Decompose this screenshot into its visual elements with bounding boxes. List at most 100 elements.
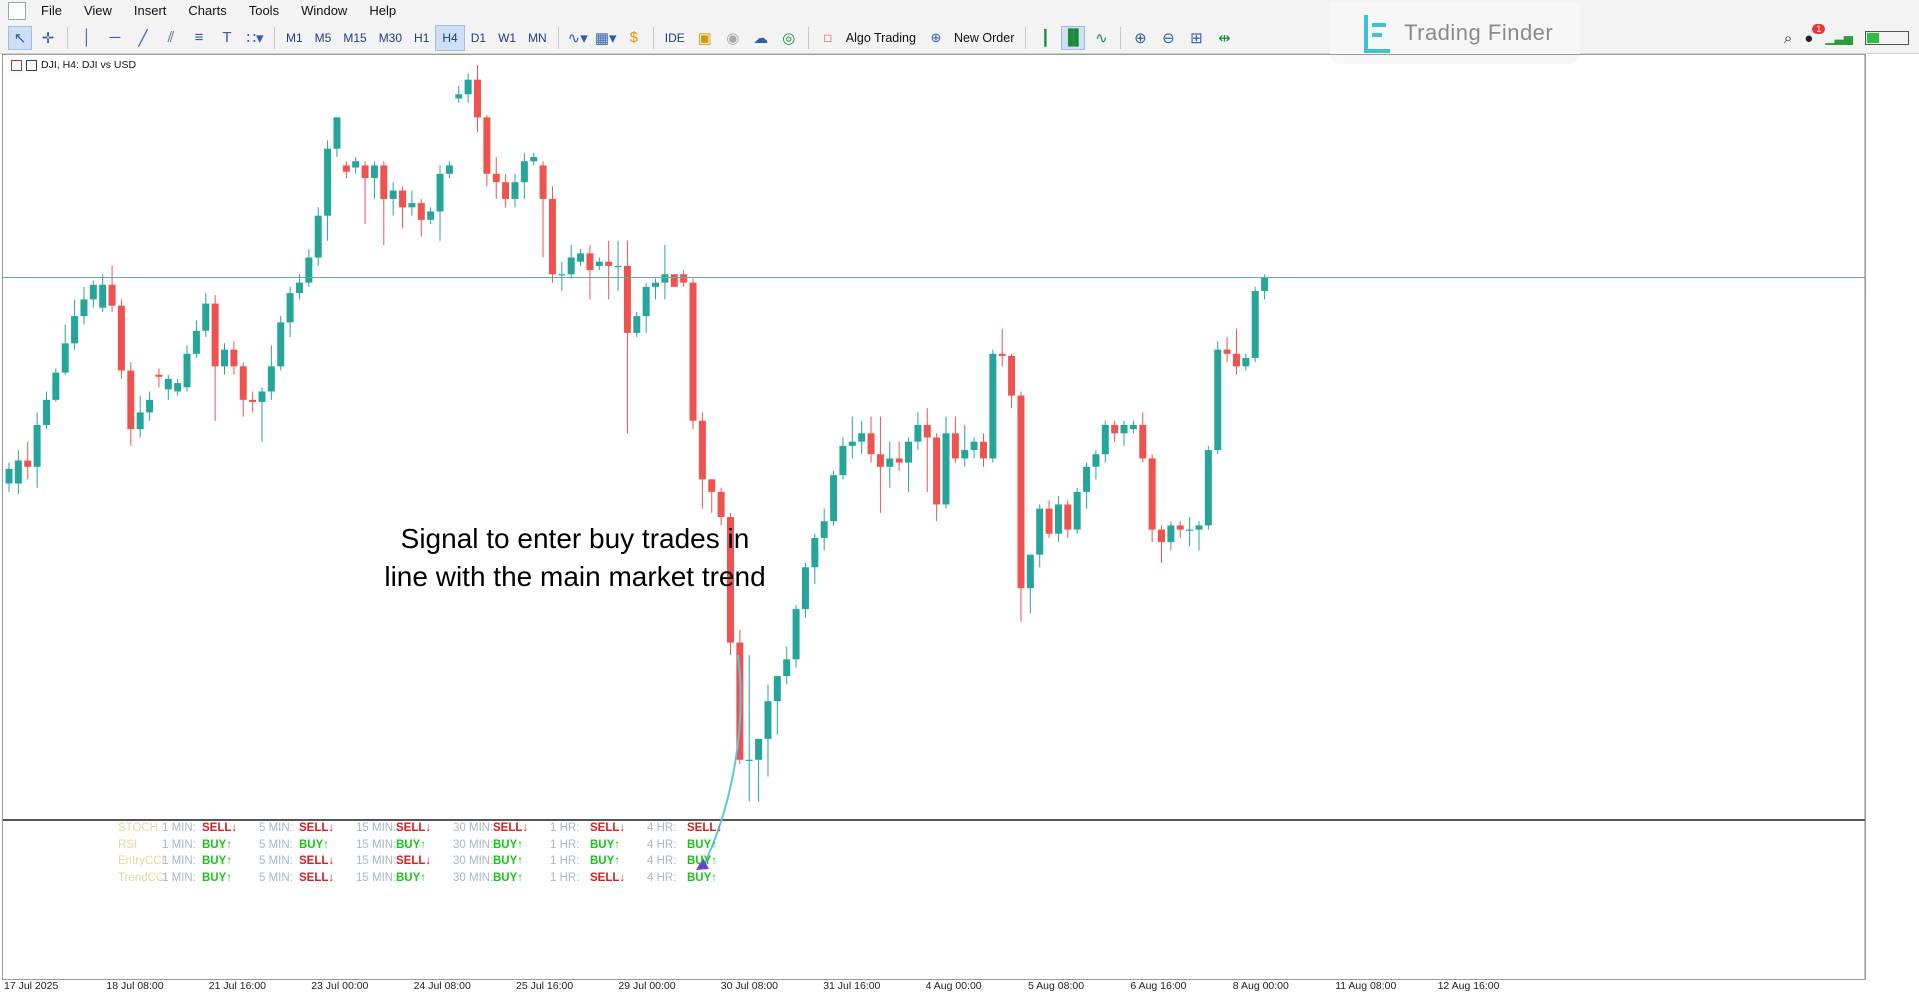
ide-button[interactable]: IDE (664, 30, 685, 45)
candle-body (773, 676, 781, 702)
candle-body (1101, 424, 1109, 455)
channel-icon[interactable]: ⫽ (167, 29, 175, 46)
chart-window[interactable]: DJI, H4: DJI vs USD 45085.845022.844959.… (2, 54, 1866, 980)
app-icon (8, 2, 26, 20)
candle-body (267, 366, 275, 392)
candle-body (755, 738, 763, 760)
menu-view[interactable]: View (83, 3, 112, 18)
candle-body (502, 182, 510, 199)
signal-timeframe: 5 MIN: (259, 838, 293, 851)
timeframe-d1[interactable]: D1 (470, 30, 487, 45)
indicators-icon[interactable]: ∿▾ (567, 29, 588, 47)
new-order-button[interactable]: New Order (953, 30, 1015, 45)
candle-body (239, 366, 247, 400)
arrow-up-icon: ↑ (323, 838, 330, 851)
line-chart-icon[interactable]: ∿ (1095, 29, 1108, 47)
trendline-icon[interactable]: ╱ (138, 29, 148, 47)
zoom-out-icon[interactable]: ⊖ (1162, 29, 1175, 47)
zoom-in-icon[interactable]: ⊕ (1134, 29, 1147, 47)
candle-body (595, 261, 603, 266)
signal-broadcast-icon[interactable]: ◉ (726, 29, 740, 47)
algo-trading-icon[interactable]: □ (824, 30, 832, 45)
arrow-up-icon: ↑ (517, 855, 524, 868)
signal-text: BUY (687, 871, 712, 884)
menu-file[interactable]: File (41, 3, 62, 18)
dashboard-row: EntryCCI 1 MIN: BUY↑ 5 MIN: SELL↓ 15 MIN: SELL… (118, 853, 744, 870)
timeframe-m5[interactable]: M5 (314, 30, 332, 45)
candlestick-chart[interactable]: 45085.845022.844959.844896.844833.844770… (3, 55, 1866, 980)
chat-icon[interactable]: ● 1 (1804, 23, 1826, 47)
cursor-tool-icon[interactable]: ↖ (8, 25, 32, 50)
signal-timeframe: 15 MIN: (356, 855, 397, 868)
dollar-icon[interactable]: $ (629, 29, 638, 46)
candle-body (117, 305, 125, 371)
arrow-down-icon: ↓ (522, 822, 529, 835)
vps-icon[interactable]: ◎ (782, 29, 796, 47)
candle-body (820, 521, 828, 538)
time-label: 4 Aug 00:00 (925, 980, 982, 992)
algo-trading-button[interactable]: Algo Trading (845, 30, 916, 45)
arrow-up-icon: ↑ (420, 838, 427, 851)
templates-icon[interactable]: ▦▾ (594, 29, 617, 47)
chart-shift-icon[interactable]: ⇹ (1218, 29, 1231, 47)
new-order-icon[interactable]: ⊕ (930, 29, 942, 45)
annotation-arrow (702, 654, 742, 868)
candle-body (249, 399, 257, 402)
signal-timeframe: 30 MIN: (453, 855, 494, 868)
time-label: 17 Jul 2025 (4, 980, 59, 992)
buy-signal: BUY↑ (202, 839, 254, 851)
candle-body (876, 454, 884, 467)
candle-body (867, 433, 875, 455)
menu-insert[interactable]: Insert (133, 3, 167, 18)
menu-help[interactable]: Help (369, 3, 397, 18)
fibonacci-icon[interactable]: ≡ (194, 29, 204, 46)
timeframe-h4[interactable]: H4 (435, 24, 465, 51)
candle-body (1054, 504, 1062, 534)
signal-text: BUY (493, 838, 518, 851)
arrow-down-icon: ↓ (231, 822, 238, 835)
candle-body (511, 182, 519, 199)
menu-charts[interactable]: Charts (188, 3, 227, 18)
candle-body (1045, 508, 1053, 534)
candle-body (389, 190, 397, 199)
cloud-icon[interactable]: ☁ (753, 29, 769, 47)
timeframe-h1[interactable]: H1 (414, 30, 430, 45)
candle-body (136, 412, 144, 430)
candle-chart-icon[interactable]: ▐▌ (1061, 25, 1086, 50)
timeframe-m1[interactable]: M1 (286, 30, 303, 45)
timeframe-w1[interactable]: W1 (498, 30, 517, 45)
buy-signal: BUY↑ (493, 855, 545, 867)
signal-cell: 5 MIN: SELL↓ (259, 855, 356, 867)
signal-cell: 15 MIN: SELL↓ (356, 822, 453, 834)
timeframe-mn[interactable]: MN (528, 30, 547, 45)
shapes-menu-icon[interactable]: ∷▾ (246, 29, 264, 47)
candle-body (933, 437, 941, 505)
toolbar-separator (274, 26, 275, 49)
signal-cell: 1 HR: BUY↑ (550, 855, 647, 867)
buy-signal: BUY↑ (396, 872, 448, 884)
signal-cell: 15 MIN: BUY↑ (356, 839, 453, 851)
tile-windows-icon[interactable]: ⊞ (1190, 29, 1203, 47)
timeframe-m30[interactable]: M30 (378, 30, 403, 45)
text-tool-icon[interactable]: T (222, 29, 232, 46)
candle-body (680, 274, 688, 283)
search-icon[interactable]: ⌕ (1783, 29, 1793, 47)
crosshair-tool-icon[interactable]: ✛ (41, 29, 55, 47)
candle-body (221, 349, 229, 367)
bar-chart-icon[interactable]: ┃ (1040, 29, 1050, 47)
timeframe-m15[interactable]: M15 (343, 30, 367, 45)
signal-timeframe: 1 HR: (550, 822, 580, 835)
menu-tools[interactable]: Tools (248, 3, 280, 18)
candle-body (717, 491, 725, 518)
menu-window[interactable]: Window (301, 3, 348, 18)
candle-body (1073, 491, 1081, 530)
toolbar-separator (1025, 26, 1027, 49)
vertical-line-icon[interactable]: │ (82, 29, 92, 46)
signal-text: SELL (396, 822, 426, 835)
sell-signal: SELL↓ (590, 822, 642, 834)
market-bag-icon[interactable]: ▣ (697, 29, 712, 47)
candle-body (1036, 508, 1044, 555)
signal-text: BUY (590, 838, 615, 851)
candle-body (811, 537, 819, 568)
horizontal-line-icon[interactable]: ─ (109, 29, 121, 46)
